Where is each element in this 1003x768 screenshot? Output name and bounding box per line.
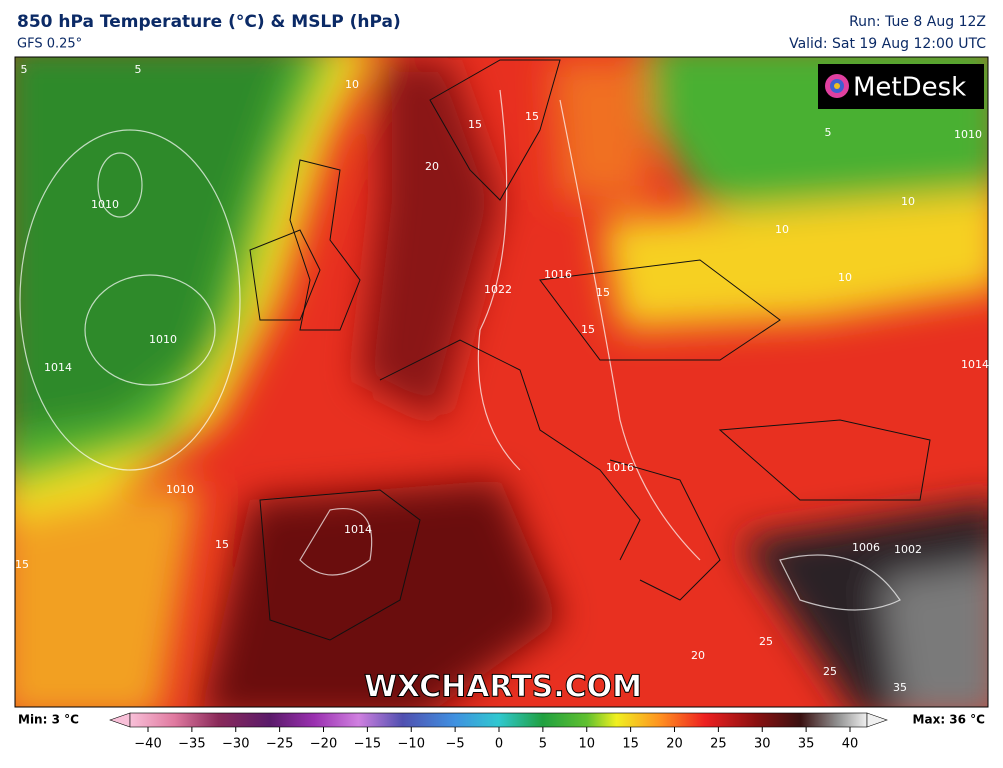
run-time: Run: Tue 8 Aug 12Z xyxy=(849,14,986,30)
colorbar-high xyxy=(866,712,888,728)
temperature-field xyxy=(15,57,988,707)
model: GFS 0.25° xyxy=(17,37,82,52)
logo-icon xyxy=(825,74,849,98)
contour-label: 20 xyxy=(425,160,439,173)
contour-label: 35 xyxy=(893,681,907,694)
colorbar-tick-label: −15 xyxy=(354,737,381,752)
contour-label: 15 xyxy=(468,118,482,131)
contour-label: 1014 xyxy=(961,358,989,371)
contour-label: 10 xyxy=(775,223,789,236)
contour-label: 5 xyxy=(135,63,142,76)
watermark: WXCHARTS.COM xyxy=(364,670,642,705)
colorbar-tick-label: −10 xyxy=(398,737,425,752)
colorbar-tick-label: −30 xyxy=(222,737,249,752)
contour-label: 15 xyxy=(525,110,539,123)
logo-text: MetDesk xyxy=(853,73,966,103)
contour-label: 1014 xyxy=(44,361,72,374)
contour-label: 15 xyxy=(215,538,229,551)
colorbar-tick-label: −35 xyxy=(178,737,205,752)
contour-label: 5 xyxy=(21,63,28,76)
legend-min: Min: 3 °C xyxy=(18,713,79,727)
contour-label: 1002 xyxy=(894,543,922,556)
colorbar-tick-label: −20 xyxy=(310,737,337,752)
contour-label: 1016 xyxy=(606,461,634,474)
colorbar-tick-label: 40 xyxy=(842,737,859,752)
colorbar-low xyxy=(109,712,131,728)
contour-label: 5 xyxy=(825,126,832,139)
contour-label: 15 xyxy=(581,323,595,336)
colorbar-tick-label: 10 xyxy=(578,737,595,752)
contour-label: 20 xyxy=(691,649,705,662)
contour-label: 10 xyxy=(345,78,359,91)
colorbar-tick-label: 30 xyxy=(754,737,771,752)
contour-label: 1010 xyxy=(954,128,982,141)
title: 850 hPa Temperature (°C) & MSLP (hPa) xyxy=(17,12,401,32)
legend-max: Max: 36 °C xyxy=(913,713,986,727)
map-frame xyxy=(14,56,989,708)
colorbar-tick-label: −5 xyxy=(446,737,465,752)
contour-label: 1006 xyxy=(852,541,880,554)
contour-label: 1010 xyxy=(91,198,119,211)
colorbar-tick-label: 0 xyxy=(495,737,503,752)
colorbar-tick-label: 5 xyxy=(539,737,547,752)
coastlines xyxy=(249,59,931,641)
colorbar-tick-label: 15 xyxy=(622,737,639,752)
contour-label: 25 xyxy=(759,635,773,648)
contour-label: 1010 xyxy=(149,333,177,346)
contour-label: 1022 xyxy=(484,283,512,296)
colorbar-tick-label: 20 xyxy=(666,737,683,752)
colorbar-tick-label: −40 xyxy=(134,737,161,752)
colorbar xyxy=(129,712,868,728)
valid-time: Valid: Sat 19 Aug 12:00 UTC xyxy=(789,36,986,52)
isobars xyxy=(19,89,901,611)
contour-label: 15 xyxy=(15,558,29,571)
contour-label: 1016 xyxy=(544,268,572,281)
contour-labels: 5 510101010101014152015151022101615151010… xyxy=(15,63,989,694)
contour-label: 25 xyxy=(823,665,837,678)
colorbar-tick-label: −25 xyxy=(266,737,293,752)
contour-label: 1014 xyxy=(344,523,372,536)
colorbar-tick-label: 35 xyxy=(798,737,815,752)
colorbar-ticks: −40 −35 −30 −25 −20 −15 −10 −5 0 5 10 15 20 25 30 35 40 xyxy=(134,727,858,752)
contour-label: 15 xyxy=(596,286,610,299)
contour-label: 10 xyxy=(838,271,852,284)
contour-label: 1010 xyxy=(166,483,194,496)
colorbar-tick-label: 25 xyxy=(710,737,727,752)
contour-label: 10 xyxy=(901,195,915,208)
